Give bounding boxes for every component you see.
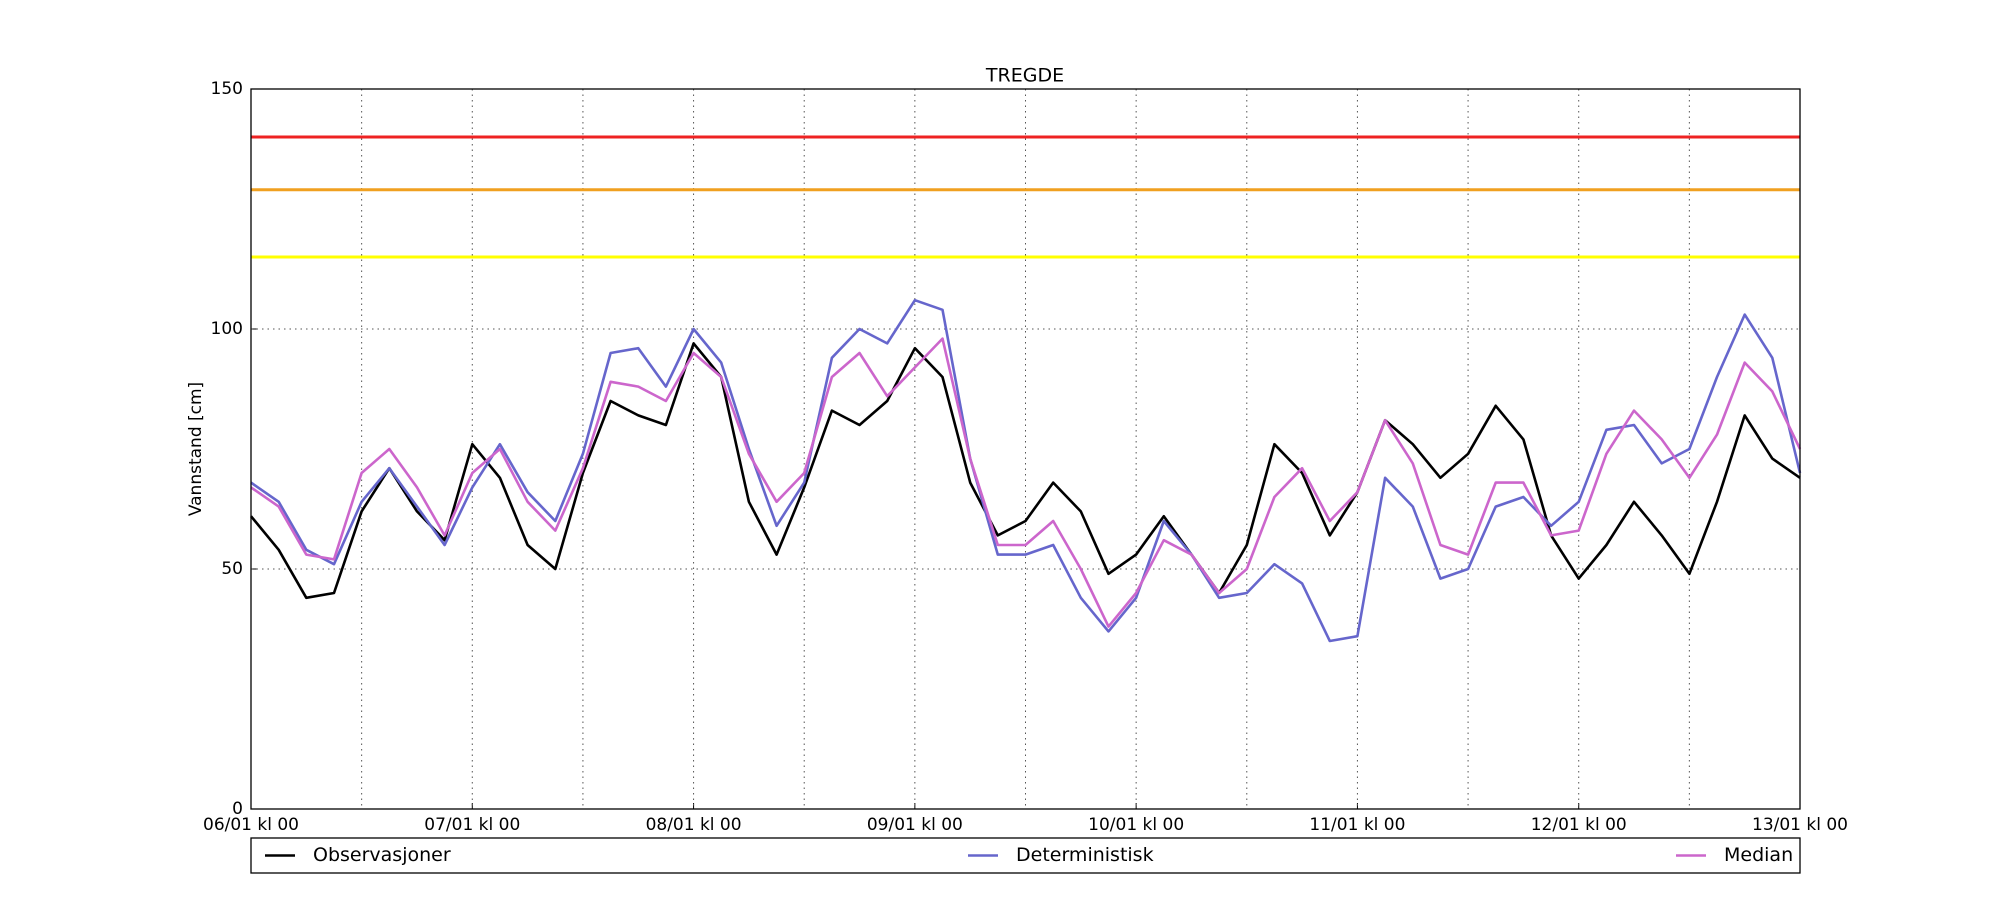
x-tick-label: 08/01 kl 00: [646, 815, 742, 835]
series-line: [249, 342, 1801, 600]
legend-label: Observasjoner: [313, 844, 451, 866]
x-tick-label: 12/01 kl 00: [1531, 815, 1627, 835]
x-tick-label: 07/01 kl 00: [424, 815, 520, 835]
legend-label: Deterministisk: [1016, 844, 1154, 866]
x-tick-label: 10/01 kl 00: [1088, 815, 1184, 835]
chart-title: TREGDE: [985, 65, 1064, 87]
x-tick-label: 11/01 kl 00: [1309, 815, 1405, 835]
plot-frame: [250, 88, 1801, 810]
series-line: [250, 337, 1802, 628]
y-tick-label: 150: [211, 79, 243, 99]
y-tick-label: 0: [232, 799, 243, 819]
y-axis-label: Vannstand [cm]: [186, 382, 206, 516]
y-tick-label: 50: [221, 559, 243, 579]
x-tick-label: 09/01 kl 00: [867, 815, 963, 835]
legend-label: Median: [1724, 844, 1793, 866]
x-tick-label: 06/01 kl 00: [203, 815, 299, 835]
y-tick-label: 100: [211, 319, 243, 339]
x-tick-label: 13/01 kl 00: [1752, 815, 1848, 835]
legend-box: [250, 837, 1801, 874]
